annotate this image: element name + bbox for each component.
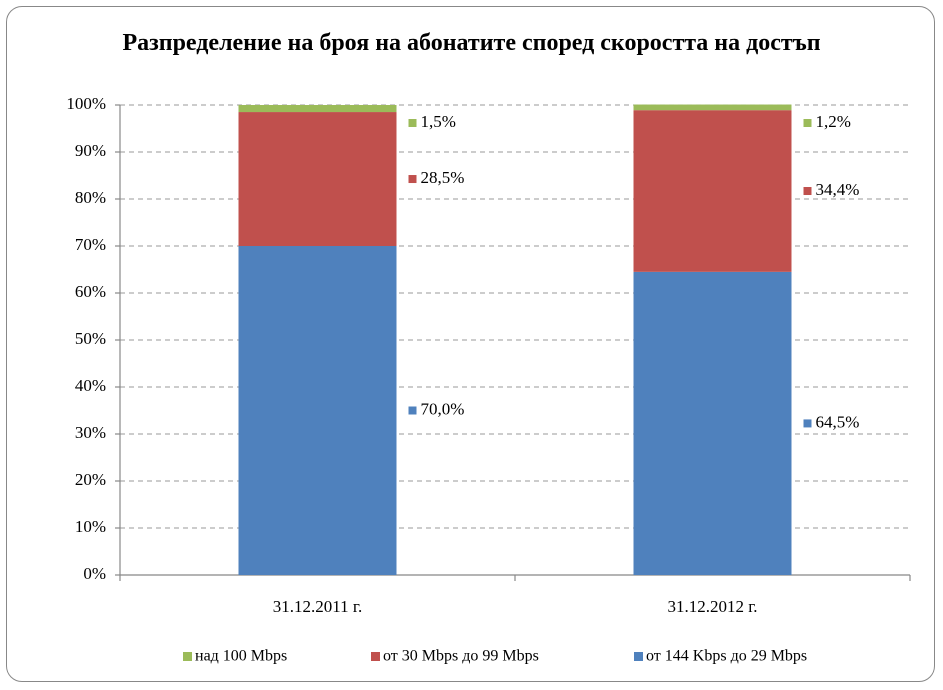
value-label: 64,5% [816, 412, 860, 431]
value-label-marker [803, 119, 812, 127]
chart-frame [6, 6, 935, 682]
value-label: 70,0% [421, 399, 465, 418]
y-tick-label: 30% [75, 423, 106, 442]
y-tick-label: 10% [75, 517, 106, 536]
y-tick-label: 80% [75, 188, 106, 207]
legend-marker [183, 652, 192, 661]
value-label: 28,5% [421, 168, 465, 187]
value-label-marker [408, 175, 417, 184]
value-label-marker [408, 119, 417, 127]
value-label-marker [408, 406, 417, 415]
bar-segment [238, 105, 397, 113]
y-tick-label: 40% [75, 376, 106, 395]
value-label: 34,4% [816, 180, 860, 199]
chart-title: Разпределение на броя на абонатите споре… [122, 30, 821, 56]
bar-segment [633, 110, 792, 272]
bar-segment [633, 104, 792, 111]
bar-segment [238, 112, 397, 246]
y-tick-label: 90% [75, 141, 106, 160]
y-tick-label: 0% [83, 564, 106, 583]
legend-label: над 100 Mbps [195, 648, 287, 665]
value-label-marker [803, 419, 812, 428]
legend-label: от 30 Mbps до 99 Mbps [383, 648, 539, 665]
y-tick-label: 60% [75, 282, 106, 301]
legend-label: от 144 Kbps до 29 Mbps [646, 648, 807, 665]
y-tick-label: 20% [75, 470, 106, 489]
legend-marker [371, 652, 380, 661]
y-tick-label: 100% [66, 94, 106, 113]
value-label: 1,2% [816, 112, 851, 131]
y-tick-label: 50% [75, 329, 106, 348]
y-tick-label: 70% [75, 235, 106, 254]
bar-segment [633, 271, 792, 575]
bar-segment [238, 246, 397, 575]
x-tick-label: 31.12.2012 г. [667, 597, 757, 616]
x-tick-label: 31.12.2011 г. [273, 597, 362, 616]
value-label-marker [803, 187, 812, 196]
legend-marker [634, 652, 643, 661]
value-label: 1,5% [421, 112, 456, 131]
